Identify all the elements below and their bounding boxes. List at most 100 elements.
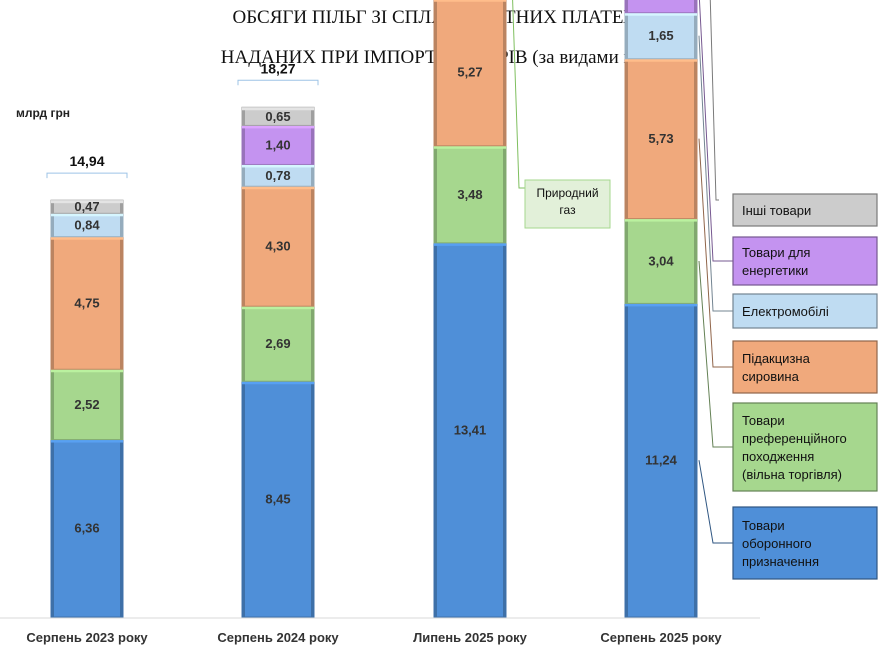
bar-bevel-top [242,306,314,310]
bar-segment-preferential [241,305,315,382]
legend-label-preferential: Товари [742,413,785,428]
legend-label-other: Інші товари [742,203,811,218]
legend-label-excise: Підакцизна [742,351,811,366]
category-label: Серпень 2023 року [26,630,148,645]
gas-callout-box [524,179,611,229]
unit-label: млрд грн [16,106,71,120]
bar-segment-excise [241,185,315,307]
legend-label-energy: Товари для [742,245,810,260]
bar-bevel-left [51,200,54,214]
bar-value-label: 2,52 [74,397,99,412]
legend-connector-electric [698,35,733,312]
bar-bevel-top [434,145,506,149]
category-label: Липень 2025 року [413,630,528,645]
category-label: Серпень 2025 року [600,630,722,645]
bar-bevel-top [51,200,123,204]
bar-bevel-right [311,306,314,382]
bar-value-label: 11,24 [645,453,678,468]
bar-bevel-right [694,0,697,13]
bar-value-label: 0,65 [265,109,290,124]
bar-value-label: 5,27 [457,65,482,80]
bar-bevel-left [242,125,245,165]
legend-box-other [732,193,878,227]
bar-bevel-left [51,236,54,370]
category-label: Серпень 2024 року [217,630,339,645]
legend-box-electric [732,293,878,329]
bar-bevel-left [51,369,54,440]
bar-bevel-top [434,242,506,246]
bar-segment-excise [433,0,507,147]
legend-label-energy: енергетики [742,263,808,278]
bar-bevel-top [242,107,314,111]
bar-bevel-left [242,164,245,187]
bar-bevel-right [120,213,123,237]
bar-bevel-right [120,236,123,370]
bar-segment-energy [624,0,698,14]
bar-bevel-left [434,145,437,243]
bar-value-label: 4,30 [265,239,290,254]
legend-connector-energy [698,0,733,262]
bar-bevel-left [625,303,628,617]
bar-segment-defense [433,242,507,618]
bar-bevel-top [242,125,314,129]
legend-box-excise [732,340,878,394]
bar-bevel-right [503,145,506,243]
legend-label-defense: призначення [742,554,819,569]
bar-segment-defense [50,439,124,618]
bar-value-label: 2,69 [265,336,290,351]
bar-bevel-top [51,439,123,443]
bar-bevel-right [694,303,697,617]
bar-value-label: 4,75 [74,295,99,310]
gas-callout-label: газ [559,203,576,217]
bar-bevel-right [120,439,123,617]
bar-bevel-left [434,0,437,146]
gas-callout-label: Природний [536,186,598,200]
bar-bevel-right [694,12,697,59]
bar-bevel-top [51,213,123,217]
bar-bevel-right [694,58,697,219]
bar-bevel-left [242,306,245,382]
legend-label-excise: сировина [742,369,800,384]
bar-bevel-right [311,164,314,187]
bar-segment-preferential [433,145,507,244]
bar-value-label: 5,73 [648,131,673,146]
legend-box-defense [732,506,878,580]
bar-value-label: 0,84 [74,217,100,232]
legend-label-preferential: походження [742,449,814,464]
legend-label-electric: Електромобілі [742,304,829,319]
legend-label-preferential: преференційного [742,431,847,446]
legend-label-preferential: (вільна торгівля) [742,467,842,482]
legend-connector-defense [698,460,733,544]
legend-label-defense: оборонного [742,536,812,551]
bar-total-label: 14,94 [69,153,104,169]
bar-bevel-left [242,186,245,307]
total-bracket [46,172,128,179]
legend-connector-other [709,0,719,201]
bar-bevel-right [503,0,506,146]
bar-bevel-top [434,0,506,2]
bar-bevel-left [51,213,54,237]
bar-value-label: 3,48 [457,187,482,202]
bar-bevel-top [51,369,123,373]
bar-value-label: 13,41 [454,422,487,437]
bar-value-label: 1,40 [265,137,290,152]
bar-total-label: 18,27 [260,60,295,76]
bar-bevel-top [625,303,697,307]
bar-value-label: 0,78 [265,168,290,183]
bar-value-label: 6,36 [74,521,99,536]
legend-box-preferential [732,402,878,492]
bar-value-label: 0,47 [74,199,99,214]
bar-bevel-right [311,381,314,617]
bar-bevel-left [434,242,437,617]
bar-bevel-top [51,236,123,240]
bar-bevel-right [311,107,314,126]
bar-bevel-right [503,242,506,617]
gas-connector [512,0,525,189]
bar-bevel-left [625,12,628,59]
bar-bevel-right [120,369,123,440]
bar-bevel-right [694,218,697,304]
legend-label-defense: Товари [742,518,785,533]
bar-bevel-right [120,200,123,214]
bar-bevel-right [311,125,314,165]
bar-bevel-left [625,218,628,304]
